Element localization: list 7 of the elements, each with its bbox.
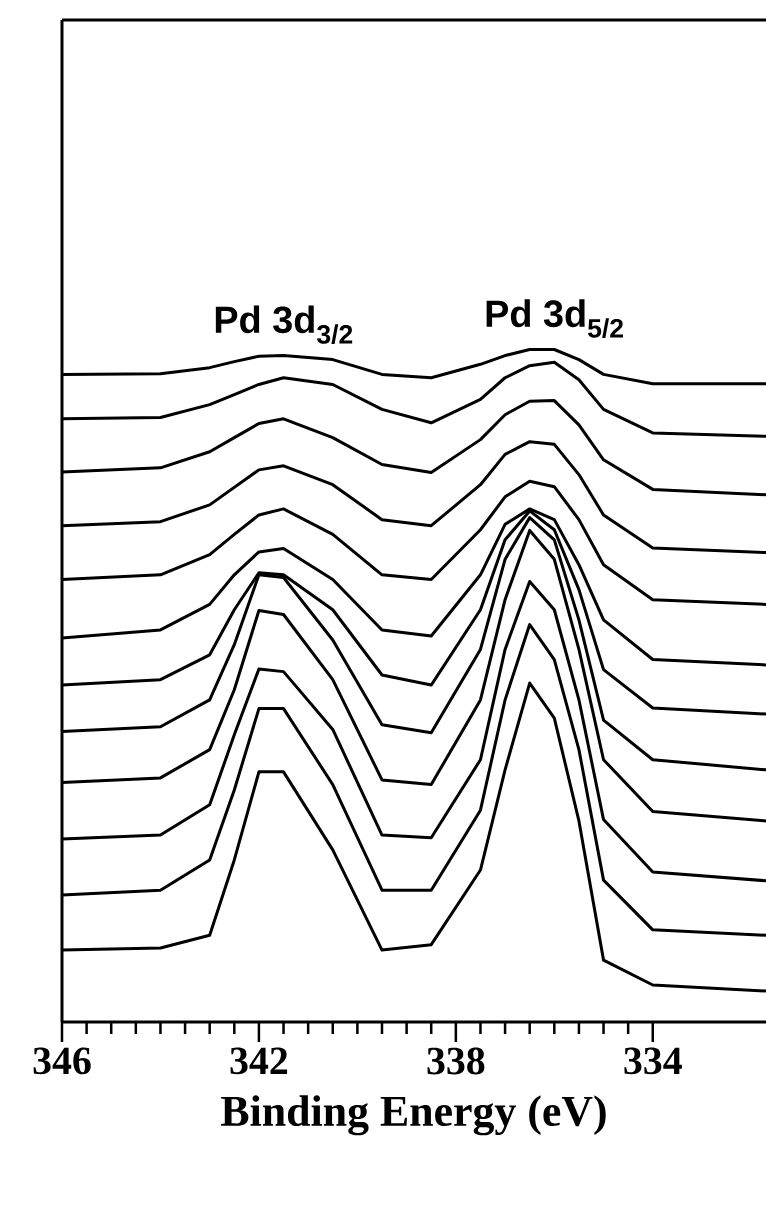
annotation: Pd 3d$_{5/2}$ bbox=[486, 299, 623, 338]
annotation: Pd 3d$_{3/2}$ bbox=[215, 305, 353, 345]
x-tick-label: 334 bbox=[624, 1047, 682, 1075]
x-tick-label: 346 bbox=[33, 1047, 91, 1075]
x-axis-title: Binding Energy (eV) bbox=[221, 1095, 606, 1136]
x-tick-label: 338 bbox=[427, 1047, 485, 1075]
x-tick-label: 342 bbox=[230, 1047, 288, 1075]
